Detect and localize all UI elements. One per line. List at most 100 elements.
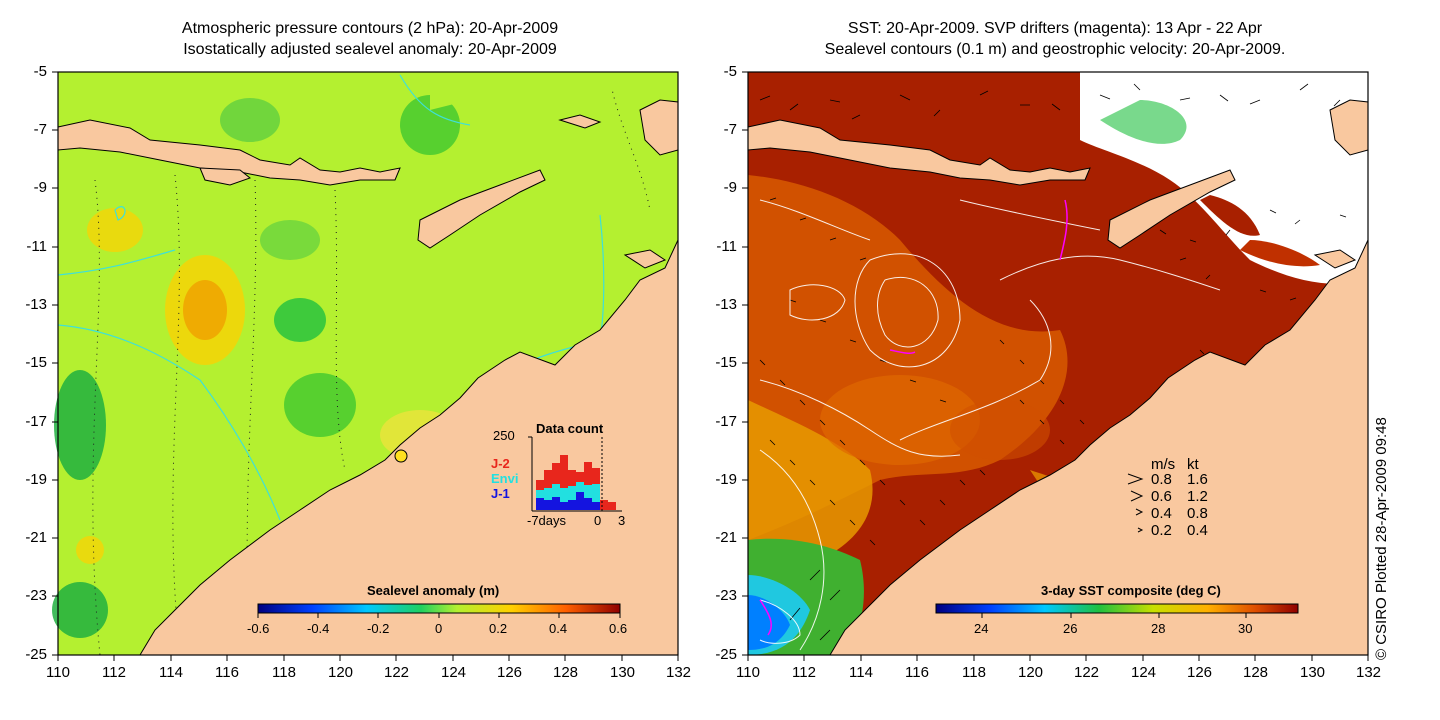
right-axis-ticks <box>742 71 1369 661</box>
sla-colorbar-tick: -0.6 <box>247 621 270 636</box>
left-y-tick: -19 <box>25 471 47 488</box>
speed-legend-ms: 0.8 <box>1151 471 1172 488</box>
right-title-line1: SST: 20-Apr-2009. SVP drifters (magenta)… <box>847 20 1263 37</box>
small-island-1 <box>623 249 667 269</box>
left-y-tick: -5 <box>33 63 47 80</box>
right-y-tick: -19 <box>715 471 737 488</box>
right-y-tick: -7 <box>723 121 737 138</box>
lesser-sunda-islands <box>57 119 401 186</box>
sla-colorbar-tick: 0.6 <box>609 621 628 636</box>
right-y-tick: -21 <box>715 529 737 546</box>
sla-colorbar-tick: 0 <box>435 621 443 636</box>
left-x-tick: 120 <box>328 664 354 681</box>
sla-colorbar-tick: 0.4 <box>549 621 568 636</box>
sst-colorbar-label: 3-day SST composite (deg C) <box>1041 583 1221 598</box>
data-count-xlabel: 0 <box>594 513 602 528</box>
flores-north <box>430 72 678 110</box>
left-y-tick: -25 <box>25 646 47 663</box>
speed-legend-arrows <box>1127 473 1144 533</box>
left-y-tick: -11 <box>26 238 47 255</box>
right-x-tick: 114 <box>849 664 873 681</box>
right-x-tick: 116 <box>905 664 929 681</box>
sla-colorbar-tick: -0.4 <box>307 621 330 636</box>
sla-colorbar-tick: -0.2 <box>367 621 390 636</box>
right-y-tick: -25 <box>715 646 737 663</box>
speed-legend-kt: 0.8 <box>1187 505 1208 522</box>
data-count-xlabel: 3 <box>618 513 626 528</box>
right-y-tick: -9 <box>723 179 737 196</box>
right-x-tick: 110 <box>736 664 760 681</box>
speed-legend-ms: 0.2 <box>1151 522 1172 539</box>
australia-coast <box>139 239 679 656</box>
sst-colorbar-tick: 24 <box>974 621 989 636</box>
right-y-tick: -23 <box>715 587 737 604</box>
pressure-contours <box>92 79 651 656</box>
right-x-tick: 128 <box>1243 664 1269 681</box>
left-x-tick: 110 <box>46 664 70 681</box>
left-y-tick: -17 <box>25 413 47 430</box>
sla-colorbar-tick: 0.2 <box>489 621 508 636</box>
speed-legend-kt: 1.2 <box>1187 488 1208 505</box>
right-x-tick: 126 <box>1187 664 1213 681</box>
svp-drifter-tracks <box>759 199 1068 636</box>
left-y-tick: -13 <box>25 296 47 313</box>
sla-colorbar <box>257 603 621 618</box>
right-y-tick: -15 <box>715 354 737 371</box>
right-title-line2: Sealevel contours (0.1 m) and geostrophi… <box>824 41 1286 58</box>
right-x-tick: 124 <box>1131 664 1157 681</box>
speed-legend-kt: 1.6 <box>1187 471 1208 488</box>
left-x-tick: 128 <box>553 664 579 681</box>
left-land <box>57 72 679 656</box>
small-island-right <box>1313 249 1357 269</box>
left-x-tick: 112 <box>102 664 126 681</box>
right-y-tick: -5 <box>723 63 737 80</box>
speed-legend-ms: 0.4 <box>1151 505 1172 522</box>
left-x-tick: 114 <box>159 664 183 681</box>
data-count-legend-envi: Envi <box>491 471 519 486</box>
timor-island <box>417 169 546 249</box>
data-count-title: Data count <box>536 421 604 436</box>
right-title: SST: 20-Apr-2009. SVP drifters (magenta)… <box>745 18 1365 60</box>
csiro-credit: © CSIRO Plotted 28-Apr-2009 09:48 <box>1373 417 1390 660</box>
sumba-island <box>199 167 252 186</box>
data-count-legend-j1: J-1 <box>491 486 510 501</box>
right-x-tick: 118 <box>962 664 986 681</box>
left-y-tick: -9 <box>33 179 47 196</box>
left-x-tick: 124 <box>441 664 467 681</box>
data-count-legend-j2: J-2 <box>491 456 510 471</box>
speed-legend-header-kt: kt <box>1187 456 1199 473</box>
data-count-ymax: 250 <box>493 428 515 443</box>
left-x-tick: 130 <box>610 664 636 681</box>
left-axis-ticks <box>52 71 679 661</box>
sla-colorbar-label: Sealevel anomaly (m) <box>367 583 500 598</box>
speed-legend-kt: 0.4 <box>1187 522 1208 539</box>
left-x-tick: 118 <box>272 664 296 681</box>
data-count-histogram <box>528 436 622 512</box>
timor-island-right <box>1107 169 1236 249</box>
left-x-tick: 116 <box>215 664 239 681</box>
left-x-tick: 126 <box>497 664 523 681</box>
left-y-tick: -7 <box>33 121 47 138</box>
sst-colorbar-tick: 26 <box>1063 621 1078 636</box>
sst-colorbar-tick: 30 <box>1238 621 1253 636</box>
right-map <box>747 71 1369 656</box>
right-x-tick: 130 <box>1300 664 1326 681</box>
australia-coast-right <box>829 239 1369 656</box>
right-y-tick: -13 <box>715 296 737 313</box>
right-x-tick: 112 <box>792 664 816 681</box>
sst-colorbar-tick: 28 <box>1151 621 1166 636</box>
data-count-xlabel: -7days <box>527 513 567 528</box>
drifter-marker <box>394 449 408 463</box>
left-y-tick: -23 <box>25 587 47 604</box>
geostrophic-velocity-arrows <box>759 83 1347 641</box>
left-title-line2: Isostatically adjusted sealevel anomaly:… <box>183 41 557 58</box>
left-x-tick: 132 <box>666 664 692 681</box>
right-x-tick: 122 <box>1074 664 1100 681</box>
left-title-line1: Atmospheric pressure contours (2 hPa): 2… <box>181 20 559 37</box>
left-y-tick: -15 <box>25 354 47 371</box>
right-x-tick: 132 <box>1356 664 1382 681</box>
right-land <box>747 99 1369 656</box>
left-x-tick: 122 <box>384 664 410 681</box>
left-map <box>52 71 679 656</box>
